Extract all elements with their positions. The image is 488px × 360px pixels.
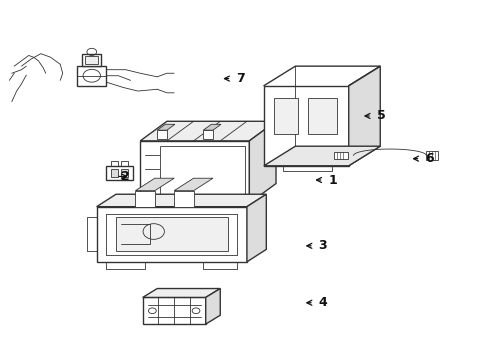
Polygon shape xyxy=(97,207,246,262)
Text: 2: 2 xyxy=(121,170,129,183)
Polygon shape xyxy=(157,130,166,139)
Polygon shape xyxy=(121,169,128,177)
Polygon shape xyxy=(264,86,348,166)
Polygon shape xyxy=(97,194,266,207)
Polygon shape xyxy=(140,121,275,141)
Polygon shape xyxy=(85,56,98,64)
Text: 5: 5 xyxy=(376,109,385,122)
Polygon shape xyxy=(111,169,118,177)
Polygon shape xyxy=(82,54,102,66)
Polygon shape xyxy=(205,288,220,324)
Polygon shape xyxy=(157,124,175,130)
Text: 3: 3 xyxy=(318,239,326,252)
Polygon shape xyxy=(426,151,438,160)
Polygon shape xyxy=(159,146,244,198)
Polygon shape xyxy=(249,121,275,203)
Text: 1: 1 xyxy=(328,174,336,186)
Polygon shape xyxy=(77,66,106,86)
Polygon shape xyxy=(264,146,380,166)
Polygon shape xyxy=(174,191,193,207)
Polygon shape xyxy=(142,288,220,297)
Polygon shape xyxy=(307,98,336,134)
Polygon shape xyxy=(135,178,174,191)
Polygon shape xyxy=(116,217,227,251)
Polygon shape xyxy=(246,194,266,262)
Text: 7: 7 xyxy=(236,72,244,85)
Polygon shape xyxy=(203,130,213,139)
Polygon shape xyxy=(174,178,213,191)
Polygon shape xyxy=(142,297,205,324)
Text: 6: 6 xyxy=(425,152,433,165)
Text: 4: 4 xyxy=(318,296,327,309)
Polygon shape xyxy=(333,152,347,159)
Polygon shape xyxy=(140,141,249,203)
Polygon shape xyxy=(273,98,297,134)
Polygon shape xyxy=(203,124,221,130)
Polygon shape xyxy=(348,66,380,166)
Polygon shape xyxy=(106,166,133,180)
Polygon shape xyxy=(135,191,155,207)
